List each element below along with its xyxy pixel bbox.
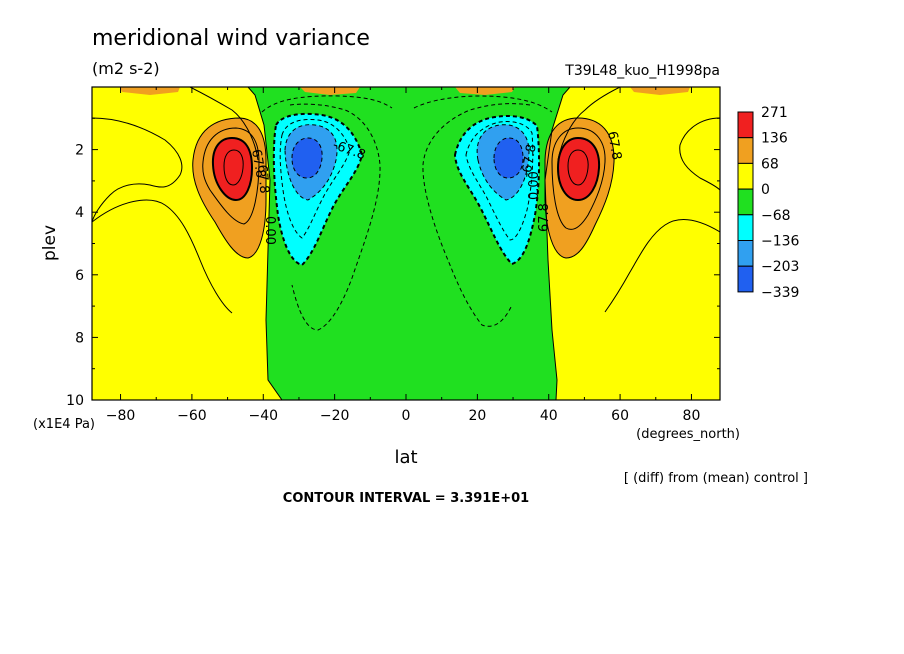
region-negative-right-core: [494, 138, 523, 178]
x-tick-label: 40: [540, 408, 558, 424]
contour-labels: 67.8 0.00 67.8 0.00 -67.8 -67.8 67.8 67.…: [248, 130, 624, 245]
run-label: T39L48_kuo_H1998pa: [564, 63, 720, 79]
legend-swatch: [737, 111, 754, 139]
region-negative-left-core: [292, 138, 323, 178]
legend-label: −136: [761, 234, 800, 250]
x-tick-label: −60: [177, 408, 207, 424]
chart-title: meridional wind variance: [92, 26, 370, 51]
y-axis: 2 4 6 8 10: [66, 117, 720, 409]
contour-label: 67.8: [537, 203, 552, 232]
contour-interval: CONTOUR INTERVAL = 3.391E+01: [283, 491, 529, 506]
legend-label: −68: [761, 208, 791, 224]
legend-swatch: [737, 162, 754, 190]
legend-label: 271: [761, 105, 788, 121]
x-tick-label: 20: [468, 408, 486, 424]
contour-label: 0.00: [527, 171, 542, 200]
diff-note: [ (diff) from (mean) control ]: [624, 471, 808, 486]
x-axis-units: (degrees_north): [636, 427, 740, 442]
region-top-orange-left: [120, 87, 180, 95]
x-tick-label: −80: [106, 408, 136, 424]
y-tick-label: 10: [66, 393, 84, 409]
chart-units: (m2 s-2): [92, 59, 160, 78]
y-tick-label: 6: [75, 268, 84, 284]
legend-swatch: [737, 188, 754, 216]
legend-label: 136: [761, 131, 788, 147]
y-tick-label: 8: [75, 330, 84, 346]
contour-label: -67.8: [519, 143, 540, 179]
y-axis-label: plev: [40, 225, 60, 261]
x-tick-label: 60: [611, 408, 629, 424]
x-axis-label: lat: [394, 447, 417, 468]
legend-swatch: [737, 137, 754, 164]
region-top-orange-right: [630, 87, 690, 95]
region-positive-right-red: [558, 138, 600, 200]
legend-label: −339: [761, 285, 799, 301]
contour-label: 67.8: [254, 164, 271, 194]
region-top-orange-mid-left: [300, 87, 360, 95]
contour-label: 67.8: [604, 130, 624, 161]
contour-label: 0.00: [262, 216, 277, 245]
x-tick-label: −40: [248, 408, 278, 424]
x-tick-label: −20: [320, 408, 350, 424]
x-axis: −80 −60 −40 −20 0 20 40 60 80: [106, 87, 701, 424]
legend-swatch: [737, 240, 754, 267]
negative-contours: [261, 95, 553, 331]
color-legend: 271 136 68 0 −68 −136 −203 −339: [737, 105, 800, 301]
legend-swatch: [737, 265, 754, 293]
contour-field: 67.8 0.00 67.8 0.00 -67.8 -67.8 67.8 67.…: [92, 87, 720, 400]
legend-label: −203: [761, 259, 799, 275]
y-axis-units: (x1E4 Pa): [33, 417, 95, 432]
legend-label: 0: [761, 182, 770, 198]
contour-label: 67.8: [248, 148, 268, 179]
legend-label: 68: [761, 156, 779, 172]
positive-contours: [92, 87, 720, 400]
y-tick-label: 4: [75, 205, 84, 221]
x-tick-label: 80: [683, 408, 701, 424]
region-positive-left-red: [212, 138, 252, 200]
y-tick-label: 2: [75, 143, 84, 159]
legend-swatch: [737, 214, 754, 242]
region-top-orange-mid-right: [455, 87, 515, 95]
x-tick-label: 0: [402, 408, 411, 424]
